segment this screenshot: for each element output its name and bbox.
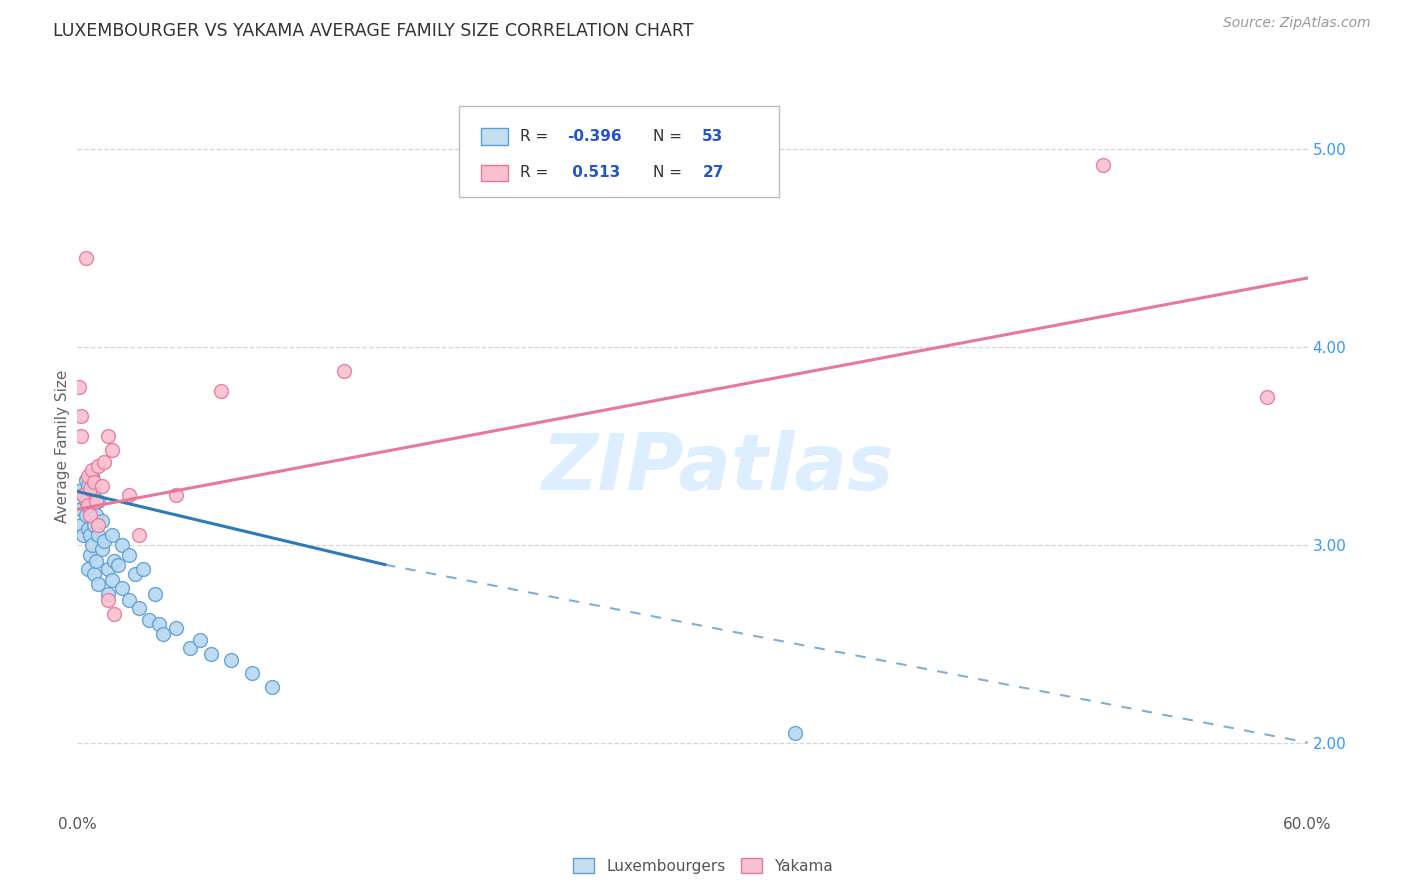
Point: [76, 561, 98, 575]
Point: [138, 613, 160, 627]
Point: [143, 587, 166, 601]
Point: [79, 548, 101, 562]
Point: [128, 528, 150, 542]
Point: [76, 522, 98, 536]
Point: [152, 627, 174, 641]
Point: [79, 528, 101, 542]
Text: Source: ZipAtlas.com: Source: ZipAtlas.com: [1223, 16, 1371, 30]
Point: [103, 607, 125, 621]
Point: [76, 498, 98, 512]
Point: [148, 616, 170, 631]
Point: [70, 409, 93, 424]
Text: 53: 53: [703, 129, 724, 144]
Point: [117, 593, 139, 607]
Point: [67, 380, 90, 394]
Text: 0.513: 0.513: [567, 165, 620, 180]
Point: [87, 458, 110, 473]
Point: [111, 582, 134, 596]
Point: [101, 442, 124, 457]
Point: [75, 251, 97, 265]
Point: [219, 652, 242, 666]
Point: [101, 528, 124, 542]
Point: [90, 541, 114, 556]
Point: [117, 548, 139, 562]
Point: [97, 593, 120, 607]
Point: [79, 483, 101, 497]
Point: [132, 561, 155, 575]
Point: [83, 475, 105, 489]
Point: [76, 468, 98, 483]
FancyBboxPatch shape: [458, 106, 779, 197]
Point: [1091, 158, 1114, 172]
Point: [80, 463, 103, 477]
Point: [70, 429, 93, 443]
Point: [84, 508, 107, 523]
Point: [783, 725, 806, 739]
Point: [90, 514, 114, 528]
Point: [76, 478, 98, 492]
Point: [80, 468, 103, 483]
Point: [93, 533, 115, 548]
Point: [111, 538, 134, 552]
Point: [101, 574, 124, 588]
Point: [165, 488, 187, 502]
Text: -0.396: -0.396: [567, 129, 621, 144]
Point: [262, 680, 284, 694]
Point: [70, 502, 93, 516]
Point: [209, 384, 232, 398]
Point: [107, 558, 129, 572]
Point: [87, 577, 110, 591]
Point: [75, 508, 97, 523]
Point: [84, 554, 107, 568]
Text: R =: R =: [520, 165, 554, 180]
Text: ZIPatlas: ZIPatlas: [541, 430, 893, 506]
Point: [72, 488, 94, 502]
Point: [70, 518, 93, 533]
Point: [75, 494, 97, 508]
Point: [97, 429, 120, 443]
Point: [165, 621, 187, 635]
Point: [97, 587, 120, 601]
Text: N =: N =: [654, 129, 688, 144]
Point: [75, 473, 97, 487]
Point: [128, 601, 150, 615]
Point: [117, 488, 139, 502]
Point: [333, 364, 356, 378]
Point: [87, 518, 110, 533]
Point: [124, 567, 146, 582]
Point: [84, 494, 107, 508]
Point: [87, 494, 110, 508]
FancyBboxPatch shape: [481, 128, 508, 145]
Point: [97, 561, 120, 575]
Point: [80, 498, 103, 512]
Point: [80, 538, 103, 552]
Point: [83, 483, 105, 497]
Point: [200, 647, 222, 661]
Point: [90, 478, 114, 492]
Point: [79, 502, 101, 516]
Point: [1256, 390, 1278, 404]
Text: LUXEMBOURGER VS YAKAMA AVERAGE FAMILY SIZE CORRELATION CHART: LUXEMBOURGER VS YAKAMA AVERAGE FAMILY SI…: [53, 22, 695, 40]
Point: [179, 640, 201, 655]
Point: [93, 455, 115, 469]
Point: [72, 528, 94, 542]
Y-axis label: Average Family Size: Average Family Size: [55, 369, 70, 523]
Text: R =: R =: [520, 129, 554, 144]
Point: [79, 508, 101, 523]
Point: [103, 554, 125, 568]
FancyBboxPatch shape: [481, 165, 508, 181]
Legend: Luxembourgers, Yakama: Luxembourgers, Yakama: [567, 852, 839, 880]
Point: [67, 484, 90, 499]
Point: [188, 632, 212, 647]
Text: N =: N =: [654, 165, 688, 180]
Text: 27: 27: [703, 165, 724, 180]
Point: [83, 567, 105, 582]
Point: [72, 488, 94, 502]
Point: [240, 666, 263, 681]
Point: [83, 518, 105, 533]
Point: [87, 528, 110, 542]
